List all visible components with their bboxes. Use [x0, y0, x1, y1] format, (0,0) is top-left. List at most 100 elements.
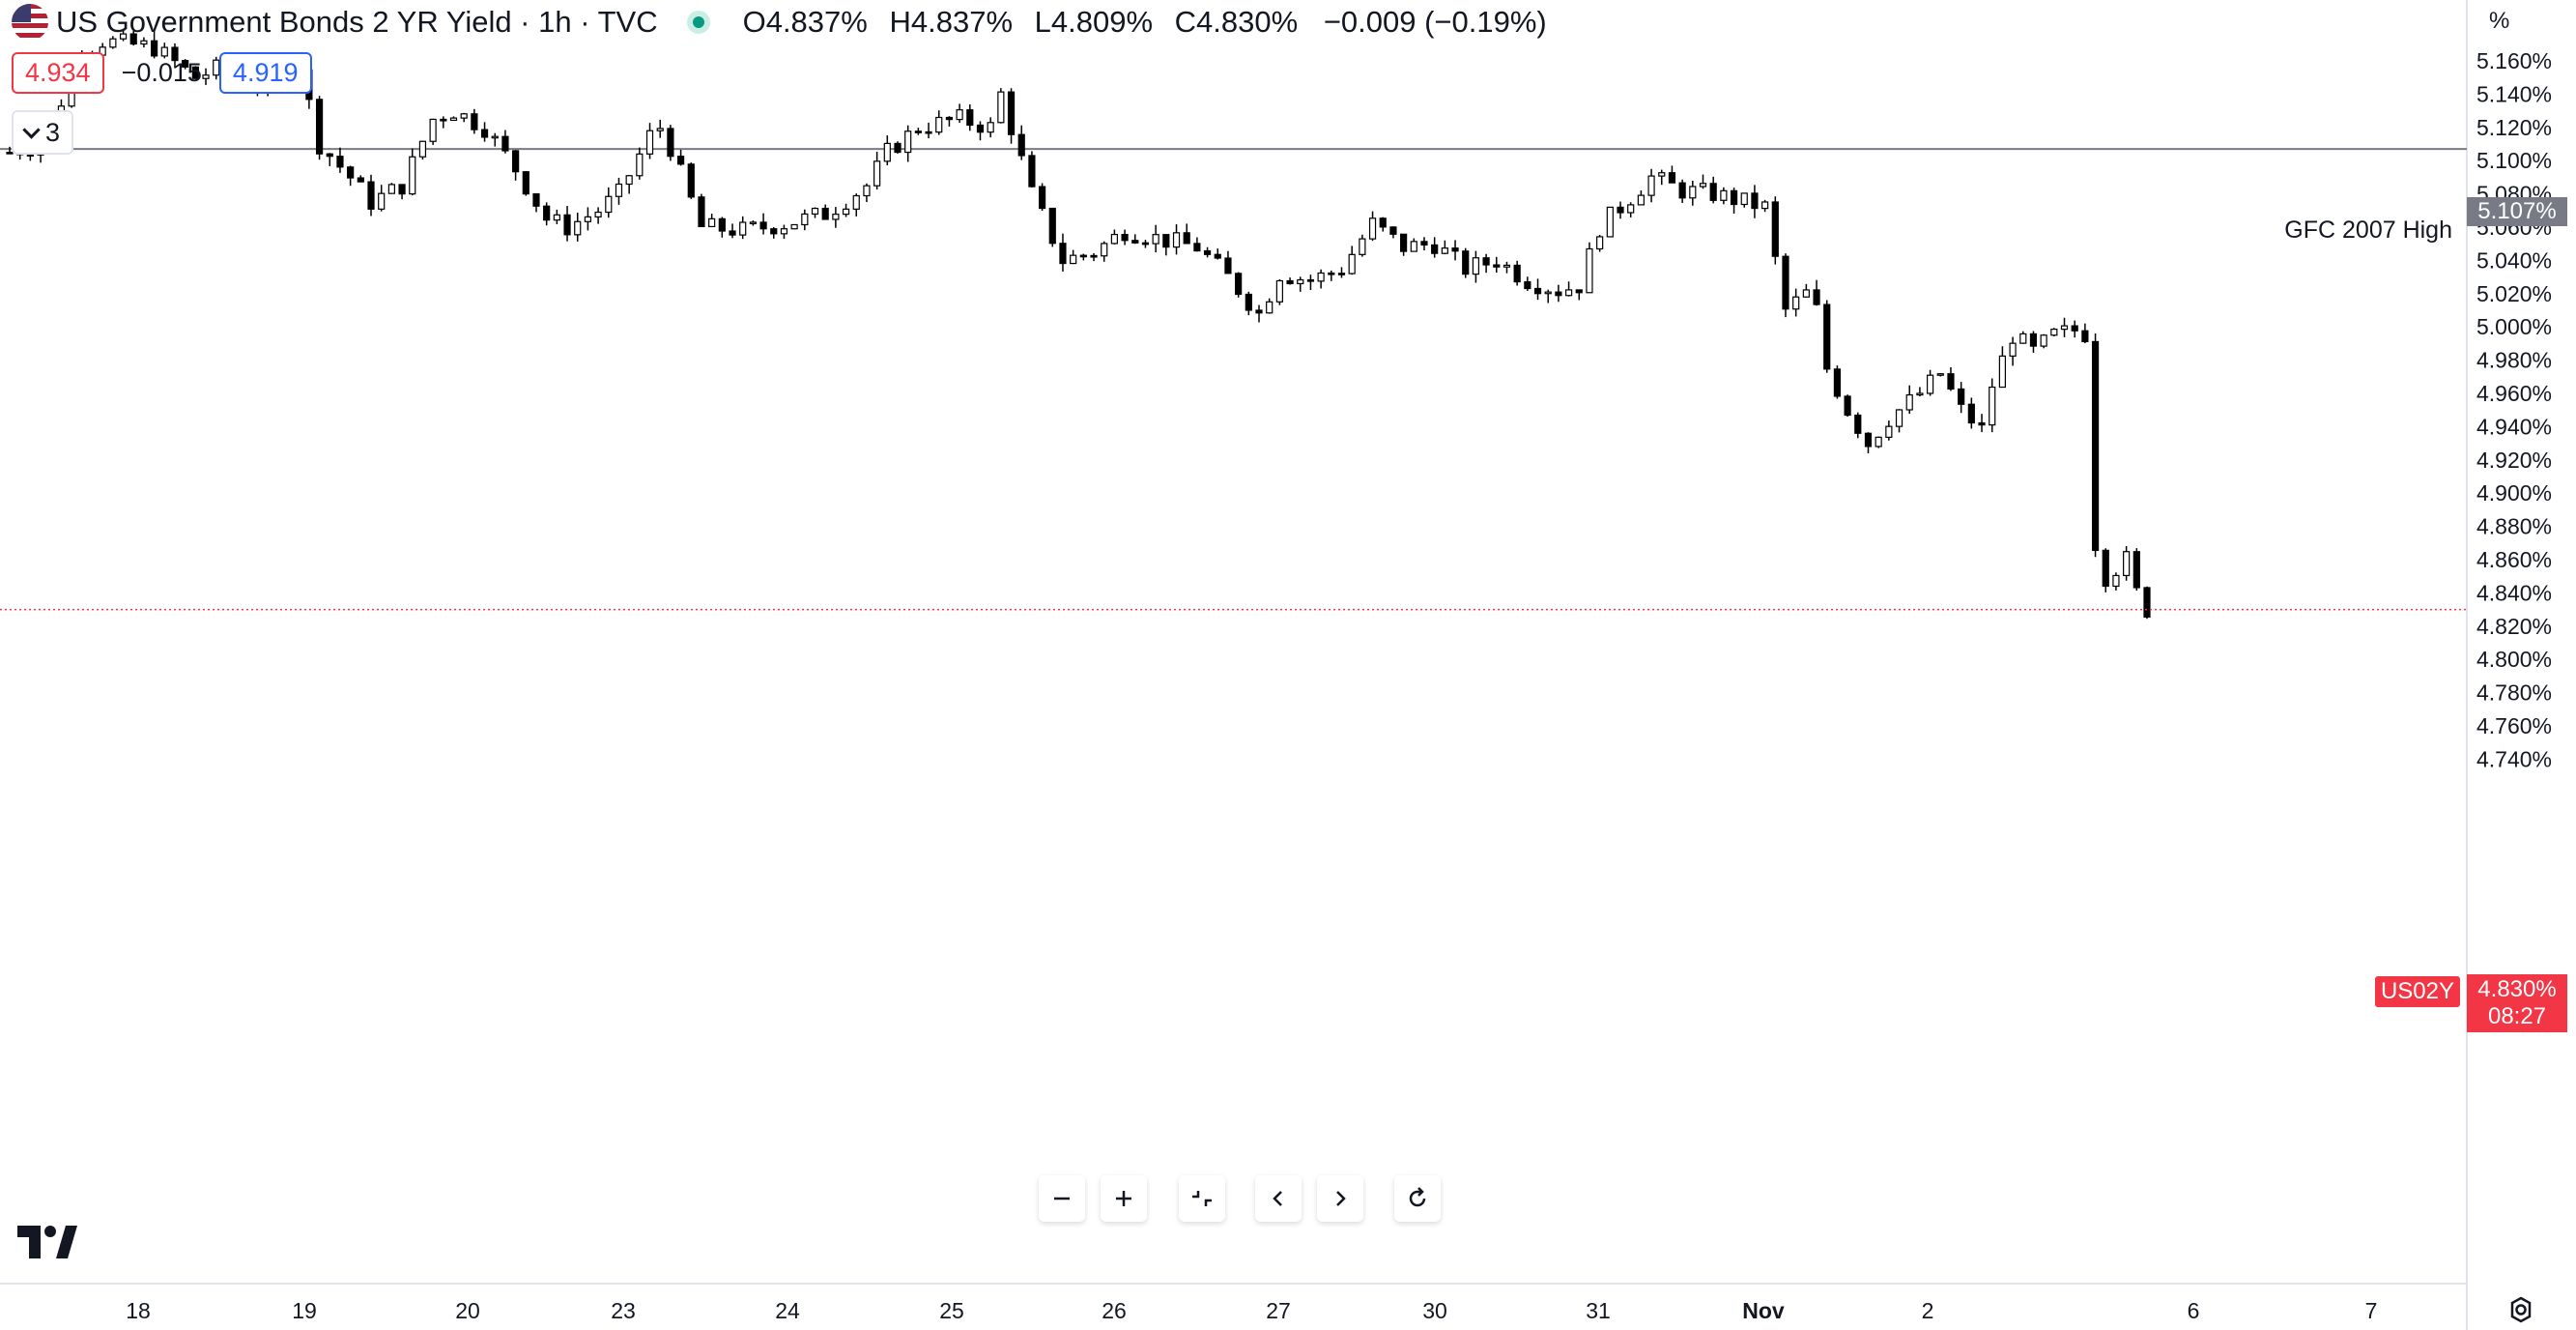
candle-body: [1875, 436, 1882, 448]
candle-body: [1275, 279, 1283, 303]
candle-body: [1017, 133, 1025, 157]
candle-body: [821, 207, 829, 220]
candle-body: [440, 118, 447, 122]
candle-body: [1193, 243, 1201, 252]
candle-body: [1266, 301, 1274, 314]
candle-body: [1337, 273, 1346, 275]
candle-body: [2040, 334, 2047, 347]
candle-body: [398, 184, 406, 195]
x-tick-label: 25: [939, 1298, 964, 1323]
candle-body: [987, 122, 994, 133]
candle-body: [842, 208, 850, 216]
candle-body: [1214, 253, 1221, 259]
candle-body: [1028, 155, 1036, 188]
candle-body: [770, 228, 778, 235]
gfc-high-label: GFC 2007 High: [2284, 217, 2452, 244]
candle-body: [1420, 241, 1428, 246]
indicators-toggle-button[interactable]: 3: [12, 110, 73, 155]
y-tick-label: 5.160%: [2476, 48, 2552, 73]
candle-body: [1224, 257, 1232, 275]
y-tick-label: 4.740%: [2476, 746, 2552, 771]
candle-body: [1379, 217, 1387, 228]
candle-body: [378, 192, 386, 210]
candle-body: [1586, 247, 1593, 294]
refresh-button[interactable]: [1394, 1175, 1441, 1222]
candle-body: [563, 214, 571, 236]
candle-body: [2112, 574, 2120, 588]
candle-body: [1998, 355, 2006, 389]
ohlc-values: O4.837% H4.837% L4.809% C4.830% −0.009 (…: [743, 5, 1560, 40]
candle-body: [1844, 395, 1851, 417]
candle-body: [1555, 291, 1562, 297]
candle-body: [2102, 549, 2109, 588]
candle-body: [780, 228, 788, 235]
candle-body: [429, 118, 437, 142]
candle-body: [1441, 247, 1448, 254]
candle-body: [480, 129, 489, 138]
candle-body: [1575, 289, 1583, 294]
zoom-in-icon: [1116, 1191, 1131, 1206]
sell-price-button[interactable]: 4.934: [12, 52, 104, 94]
y-tick-label: 4.780%: [2476, 680, 2552, 706]
candle-body: [512, 150, 520, 173]
gear-icon[interactable]: [2506, 1295, 2535, 1324]
reset-scale-button[interactable]: [1179, 1175, 1225, 1222]
market-status-icon[interactable]: [686, 11, 710, 34]
x-tick-label: 23: [611, 1298, 636, 1323]
candle-body: [1967, 403, 1975, 424]
candle-body: [2029, 332, 2038, 347]
candle-body: [1740, 192, 1748, 206]
candle-body: [739, 221, 747, 236]
candle-body: [1472, 257, 1480, 275]
zoom-in-button[interactable]: [1101, 1175, 1147, 1222]
candle-body: [1885, 425, 1893, 438]
candle-body: [2143, 587, 2151, 618]
tradingview-logo-icon[interactable]: [17, 1226, 77, 1263]
zoom-out-button[interactable]: [1039, 1175, 1085, 1222]
change-value: −0.009 (−0.19%): [1323, 5, 1547, 39]
candle-body: [1090, 254, 1098, 258]
y-tick-label: 4.860%: [2476, 547, 2552, 572]
candle-body: [1297, 278, 1304, 285]
y-tick-label: 4.960%: [2476, 381, 2552, 406]
candle-body: [2009, 342, 2017, 357]
candle-body: [1782, 255, 1789, 310]
candle-body: [687, 163, 695, 198]
axis-unit-label[interactable]: %: [2489, 8, 2510, 34]
buy-price-button[interactable]: 4.919: [218, 52, 312, 94]
candle-body: [676, 156, 685, 165]
y-tick-label: 4.880%: [2476, 514, 2552, 539]
candle-body: [1110, 233, 1119, 245]
candle-body: [1235, 273, 1243, 296]
candle-body: [1627, 204, 1635, 214]
candle-body: [2132, 551, 2140, 589]
candle-body: [1306, 278, 1315, 282]
chart-navigation-toolbar: [0, 1175, 2474, 1224]
candle-body: [1823, 304, 1831, 370]
candle-body: [594, 211, 602, 217]
y-tick-label: 4.920%: [2476, 448, 2552, 473]
zoom-out-icon: [1054, 1197, 1070, 1200]
candle-body: [6, 152, 14, 155]
candle-body: [1926, 374, 1934, 394]
us-flag-icon: [12, 4, 48, 41]
scroll-right-button[interactable]: [1317, 1175, 1363, 1222]
symbol-title[interactable]: US Government Bonds 2 YR Yield · 1h · TV…: [56, 5, 658, 39]
scroll-right-icon: [1336, 1191, 1346, 1206]
candle-body: [1328, 272, 1335, 275]
candle-body: [636, 153, 644, 177]
candle-body: [1905, 393, 1913, 411]
x-tick-label: 27: [1266, 1298, 1291, 1323]
x-tick-label: Nov: [1742, 1298, 1785, 1323]
candle-body: [460, 113, 468, 119]
candle-body: [1689, 186, 1697, 199]
candle-body: [1038, 186, 1046, 210]
scroll-left-icon: [1273, 1191, 1282, 1206]
candle-body: [1245, 293, 1252, 311]
candle-body: [945, 116, 954, 121]
candle-body: [1771, 201, 1779, 257]
candle-body: [140, 40, 148, 45]
candle-body: [1813, 289, 1820, 305]
scroll-left-button[interactable]: [1255, 1175, 1302, 1222]
